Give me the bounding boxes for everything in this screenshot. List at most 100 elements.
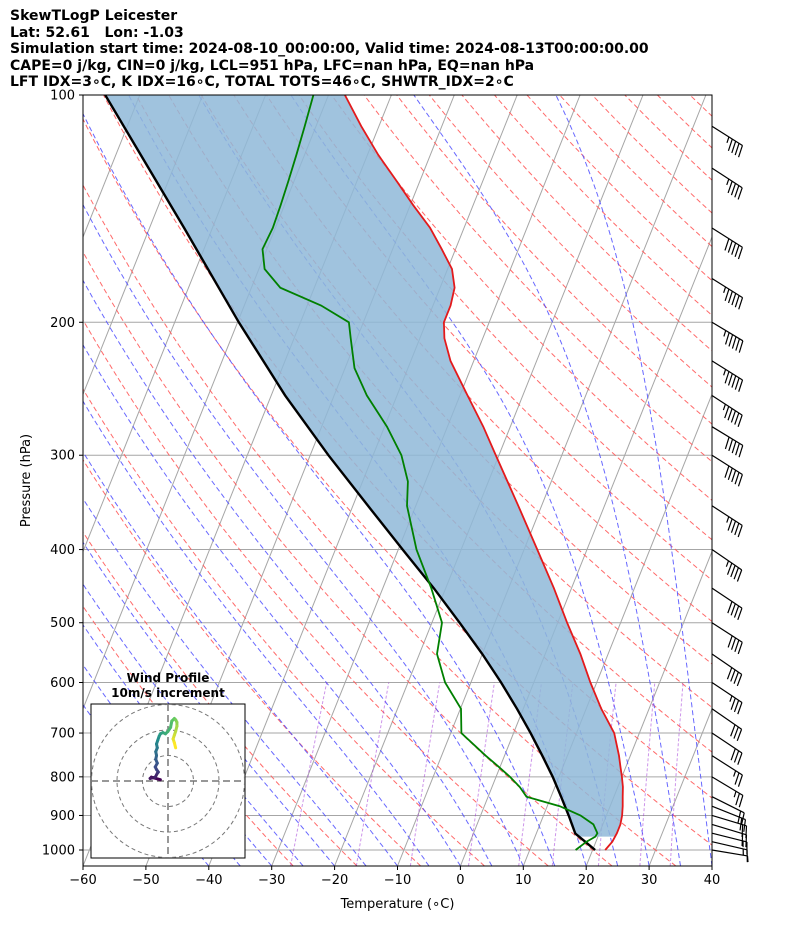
wind-barb-half-flag — [723, 286, 727, 294]
wind-barb-flag — [737, 702, 743, 715]
dry-adiabat-line — [396, 95, 712, 425]
wind-barb-shaft — [711, 755, 743, 776]
chart-title-block: SkewTLogP Leicester Lat: 52.61 Lon: -1.0… — [10, 8, 649, 91]
wind-barb — [711, 227, 743, 260]
wind-barb-shaft — [711, 394, 743, 416]
isotherm-line — [648, 707, 712, 866]
dry-adiabat-line — [83, 388, 485, 866]
dry-adiabat-line — [83, 319, 549, 866]
wind-barb-flag — [740, 812, 745, 826]
wind-barb-flag — [734, 772, 740, 785]
x-tick-label: 40 — [704, 873, 721, 888]
y-tick-label: 1000 — [42, 844, 75, 859]
wind-barb-flag — [727, 518, 733, 531]
wind-barb-half-flag — [733, 791, 737, 798]
dry-adiabat-line — [363, 95, 712, 463]
x-tick-label: −30 — [258, 873, 285, 888]
wind-barb-flag — [730, 724, 736, 737]
wind-barb-flag — [737, 414, 743, 427]
wind-barb — [711, 277, 744, 310]
wind-barb-flag — [724, 406, 730, 419]
wind-barb-flag — [734, 185, 740, 198]
wind-barb-flag — [737, 247, 743, 260]
wind-barb-flag — [726, 562, 733, 575]
wind-barb-flag — [731, 336, 737, 349]
wind-barb-half-flag — [726, 136, 730, 143]
wind-barb-shaft — [711, 841, 748, 851]
wind-barb-flag — [734, 377, 740, 390]
hodograph-area — [91, 704, 245, 858]
x-tick-label: 10 — [515, 873, 532, 888]
wind-barb-flag — [738, 379, 744, 392]
wind-barb-flag — [731, 242, 737, 255]
wind-barb-flag — [745, 825, 748, 839]
x-tick-label: −50 — [132, 873, 159, 888]
cape-indices-line: CAPE=0 j/kg, CIN=0 j/kg, LCL=951 hPa, LF… — [10, 57, 535, 74]
wind-barb-shaft — [711, 805, 746, 821]
hodograph-subtitle: 10m/s increment — [111, 686, 225, 700]
isotherm-line — [397, 95, 707, 866]
wind-barb-flag — [741, 824, 744, 838]
wind-barb-flag — [733, 726, 739, 739]
wind-barb — [711, 776, 744, 808]
wind-barb-shaft — [711, 823, 747, 836]
dry-adiabat-line — [494, 95, 712, 317]
dry-adiabat-line — [559, 95, 712, 248]
wind-barb — [711, 454, 743, 487]
moist-adiabat-line — [555, 95, 712, 866]
wind-barb-flag — [733, 700, 740, 713]
y-tick-label: 500 — [50, 616, 75, 631]
simulation-time-line: Simulation start time: 2024-08-10_00:00:… — [10, 41, 649, 57]
wind-barb-flag — [730, 669, 736, 682]
wind-barb-flag — [736, 569, 743, 582]
hodograph-title: Wind Profile — [127, 671, 210, 685]
wind-barb-flag — [730, 183, 737, 196]
wind-barb-flag — [730, 637, 737, 650]
x-tick-label: −60 — [69, 873, 96, 888]
wind-barb — [711, 805, 747, 832]
x-tick-label: 30 — [641, 873, 658, 888]
wind-barb-shaft — [711, 708, 742, 730]
wind-barb-shaft — [711, 227, 743, 248]
wind-barb-shaft — [711, 360, 743, 381]
wind-barb-shaft — [711, 426, 744, 446]
isotherm-line — [0, 95, 77, 866]
wind-barb-half-flag — [722, 403, 726, 411]
mixing-ratio-line — [290, 682, 328, 866]
wind-barb-half-flag — [726, 178, 730, 186]
mixing-ratio-line — [468, 682, 495, 866]
wind-barb-flag — [731, 141, 737, 154]
hodograph-trace-segment — [172, 741, 178, 750]
wind-barb-flag — [727, 601, 733, 614]
wind-barb-flag — [733, 671, 739, 684]
wind-barb-flag — [731, 441, 737, 454]
wind-barb-flag — [731, 375, 737, 388]
wind-barb-shaft — [711, 622, 743, 643]
wind-barb-flag — [735, 338, 741, 351]
x-tick-label: 20 — [578, 873, 595, 888]
isotherm-line — [459, 235, 712, 866]
x-tick-label: −20 — [321, 873, 348, 888]
wind-barb — [711, 732, 743, 765]
isotherm-line — [83, 95, 141, 239]
wind-barb — [711, 167, 743, 200]
wind-barb — [711, 796, 745, 826]
wind-barb-flag — [730, 748, 736, 761]
wind-barb-shaft — [711, 454, 743, 476]
wind-barb-half-flag — [733, 770, 737, 777]
wind-barb-flag — [730, 697, 736, 710]
dry-adiabat-line — [331, 95, 712, 502]
moist-adiabat-line — [83, 112, 556, 866]
isotherm-line — [585, 550, 712, 866]
wind-barb — [711, 849, 749, 863]
wind-barb-flag — [730, 565, 736, 578]
wind-barb-flag — [738, 297, 744, 310]
wind-barb-flag — [731, 470, 737, 483]
y-tick-label: 400 — [50, 543, 75, 558]
mixing-ratio-line — [597, 682, 617, 866]
wind-barb-shaft — [711, 125, 743, 146]
moist-adiabat-line — [83, 279, 493, 866]
wind-barb-flag — [727, 291, 733, 304]
dry-adiabat-line — [689, 95, 712, 117]
wind-barb-flag — [730, 603, 736, 616]
